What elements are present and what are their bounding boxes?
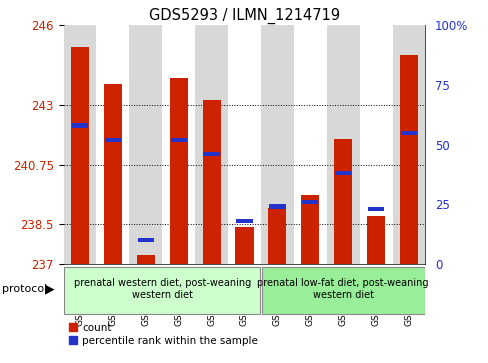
Bar: [169, 78, 187, 264]
Bar: [366, 216, 385, 264]
FancyBboxPatch shape: [64, 266, 260, 314]
Bar: [268, 208, 286, 264]
Bar: [236, 219, 252, 223]
Bar: [261, 25, 293, 264]
Text: protocol: protocol: [2, 284, 48, 294]
Bar: [104, 138, 121, 142]
Title: GDS5293 / ILMN_1214719: GDS5293 / ILMN_1214719: [149, 8, 339, 24]
FancyBboxPatch shape: [261, 266, 424, 314]
Bar: [235, 227, 253, 264]
Bar: [334, 171, 350, 175]
Bar: [269, 204, 285, 209]
Bar: [202, 99, 220, 264]
Bar: [293, 25, 326, 264]
Bar: [399, 54, 417, 264]
Bar: [359, 25, 392, 264]
Bar: [129, 25, 162, 264]
Bar: [301, 195, 319, 264]
Bar: [203, 152, 219, 156]
Bar: [170, 138, 186, 142]
Bar: [400, 131, 416, 135]
Bar: [195, 25, 227, 264]
Bar: [333, 139, 351, 264]
Bar: [71, 46, 89, 264]
Bar: [103, 84, 122, 264]
Bar: [367, 207, 384, 211]
Bar: [227, 25, 261, 264]
Bar: [326, 25, 359, 264]
Text: prenatal western diet, post-weaning
western diet: prenatal western diet, post-weaning west…: [74, 278, 250, 300]
Bar: [302, 200, 318, 204]
Legend: count, percentile rank within the sample: count, percentile rank within the sample: [69, 323, 258, 346]
Text: ▶: ▶: [45, 282, 55, 295]
Bar: [96, 25, 129, 264]
Bar: [72, 123, 88, 128]
Bar: [392, 25, 425, 264]
Bar: [162, 25, 195, 264]
Bar: [138, 238, 154, 242]
Bar: [137, 254, 155, 264]
Text: prenatal low-fat diet, post-weaning
western diet: prenatal low-fat diet, post-weaning west…: [257, 278, 428, 300]
Bar: [63, 25, 96, 264]
